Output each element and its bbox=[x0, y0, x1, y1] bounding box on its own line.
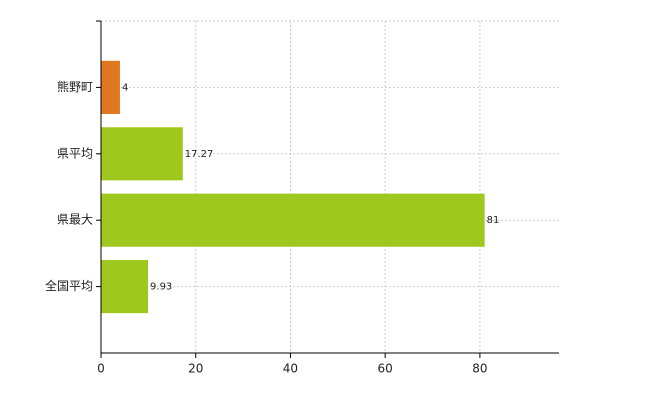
value-label: 17.27 bbox=[185, 149, 214, 160]
value-label: 4 bbox=[122, 82, 128, 93]
y-tick-label: 全国平均 bbox=[45, 278, 93, 293]
bar bbox=[101, 127, 183, 181]
bar bbox=[101, 260, 149, 314]
bar bbox=[101, 193, 485, 247]
y-tick-label: 熊野町 bbox=[57, 79, 93, 94]
x-tick-label: 0 bbox=[97, 362, 105, 376]
bar bbox=[101, 60, 120, 114]
x-tick-label: 60 bbox=[378, 362, 393, 376]
x-tick-label: 80 bbox=[472, 362, 487, 376]
x-tick-label: 20 bbox=[188, 362, 203, 376]
y-tick-label: 県平均 bbox=[57, 146, 93, 160]
value-label: 9.93 bbox=[150, 282, 172, 293]
y-tick-label: 県最大 bbox=[57, 213, 93, 227]
x-tick-label: 40 bbox=[283, 362, 298, 376]
value-label: 81 bbox=[487, 215, 500, 226]
